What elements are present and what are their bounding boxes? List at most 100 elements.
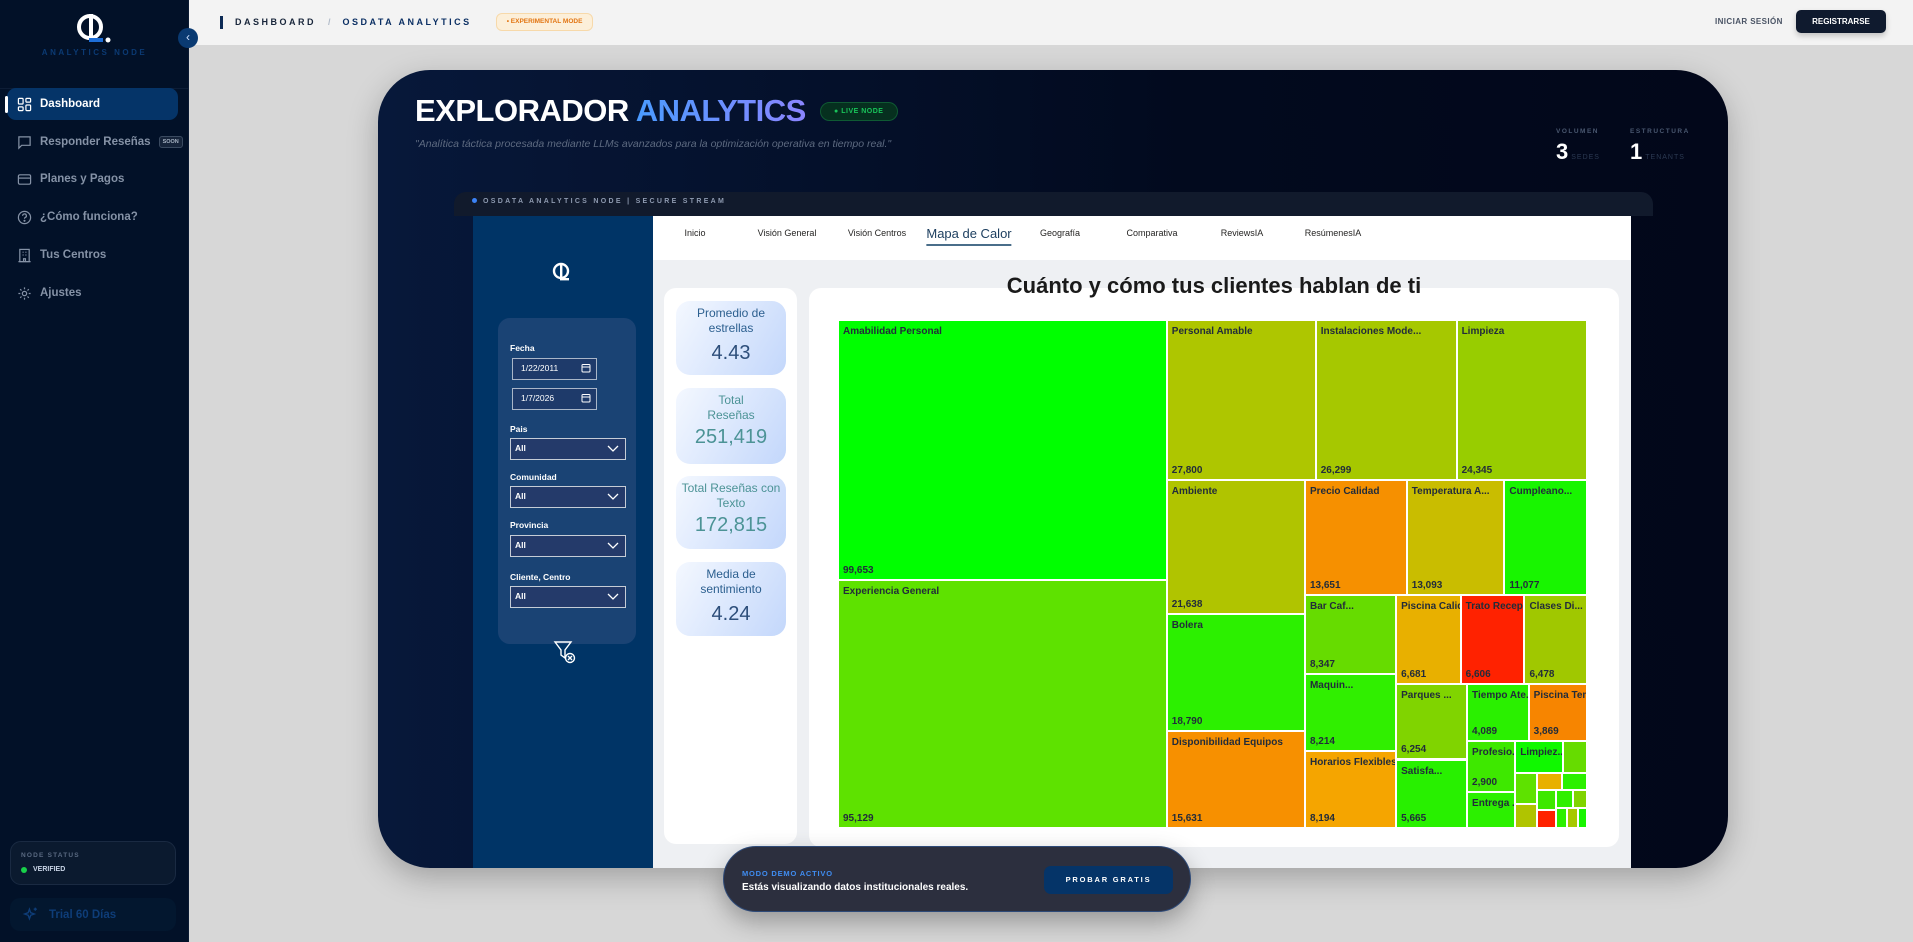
tab-reviewsia[interactable]: ReviewsIA [1220,228,1264,238]
date-from-input[interactable]: 1/22/2011 [512,358,597,380]
tile-value: 8,347 [1309,658,1335,670]
treemap-tile[interactable] [1562,773,1587,791]
clear-filters-icon[interactable] [553,640,577,664]
treemap-tile[interactable] [1515,804,1538,828]
treemap-tile[interactable] [1515,773,1538,805]
tab-visión-centros[interactable]: Visión Centros [847,228,907,238]
comunidad-select[interactable]: All [510,486,626,508]
tile-label: Cumpleano... [1509,486,1573,498]
demo-title: MODO DEMO ACTIVO [742,869,833,878]
treemap-tile[interactable]: Temperatura A... 13,093 [1406,480,1505,596]
login-link[interactable]: INICIAR SESIÓN [1715,17,1783,26]
tab-resúmenesia[interactable]: ResúmenesIA [1304,228,1362,238]
tile-label: Precio Calidad [1309,486,1380,498]
treemap-tile[interactable]: Piscina Calidad 6,681 [1396,595,1461,684]
chevron-down-icon [607,445,619,452]
breadcrumb-accent [220,15,223,29]
tile-value: 5,665 [1401,812,1427,824]
cliente-centro-select[interactable]: All [510,586,626,608]
treemap-tile[interactable] [1556,808,1568,828]
tile-value: 24,345 [1461,465,1493,477]
filters-box: Fecha 1/22/2011 1/7/2026 Pais All Comuni… [498,318,636,644]
kpi-label: Total Reseñas con Texto [681,481,781,510]
treemap-tile[interactable] [1537,773,1563,791]
treemap-tile[interactable]: Maquin... 8,214 [1304,673,1397,751]
credit-card-icon [17,173,32,185]
treemap-tile[interactable]: Amabilidad Personal 99,653 [838,320,1167,580]
tab-visión-general[interactable]: Visión General [757,228,817,238]
treemap-tile[interactable]: Personal Amable 27,800 [1166,320,1316,481]
kpi-promedio-estrellas: Promedio de estrellas 4.43 [676,301,786,375]
treemap-card: Cuánto y cómo tus clientes hablan de ti … [809,273,1619,847]
tile-value: 4,089 [1472,725,1498,737]
treemap-tile[interactable]: Bar Caf... 8,347 [1304,595,1397,674]
treemap-tile[interactable] [1578,808,1587,828]
tile-label: Limpieza [1461,326,1505,337]
treemap-tile[interactable]: Experiencia General 95,129 [838,579,1167,828]
treemap-tile[interactable]: Entrega ... [1467,792,1516,828]
tile-label: Instalaciones Mode... [1320,326,1422,337]
treemap-tile[interactable]: Cumpleano... 11,077 [1504,480,1587,596]
sidebar-item-ajustes[interactable]: Ajustes [7,277,178,309]
node-status-card: NODE STATUS VERIFIED [10,841,176,885]
title-row: EXPLORADOR ANALYTICS ● LIVE NODE [415,93,898,129]
treemap-tile[interactable] [1537,790,1557,811]
stream-label: OSDATA ANALYTICS NODE | SECURE STREAM [483,198,727,205]
date-to-input[interactable]: 1/7/2026 [512,388,597,410]
sidebar-item-dashboard[interactable]: Dashboard [5,88,178,120]
tab-mapa-de-calor[interactable]: Mapa de Calor [926,226,1012,246]
treemap-tile[interactable] [1537,810,1557,828]
gear-icon [18,286,31,300]
tab-comparativa[interactable]: Comparativa [1126,228,1178,238]
tile-label: Piscina Calidad [1401,601,1460,613]
treemap-tile[interactable]: Limpiez... [1515,740,1564,774]
tile-value: 6,254 [1401,744,1427,756]
calendar-icon [581,364,591,373]
sidebar-item-responder-resenas[interactable]: Responder Reseñas SOON [7,126,183,158]
treemap-tile[interactable]: Trato Recepcion 6,606 [1460,595,1525,684]
tile-value: 11,077 [1509,580,1540,592]
treemap-tile[interactable]: Satisfa... 5,665 [1396,759,1468,828]
treemap-tile[interactable]: Bolera 18,790 [1166,614,1305,731]
tab-geografía[interactable]: Geografía [1039,228,1081,238]
provincia-select[interactable]: All [510,535,626,557]
treemap-tile[interactable]: Piscina Tem... 3,869 [1528,683,1587,741]
chevron-down-icon [607,493,619,500]
treemap-tile[interactable]: Profesio... 2,900 [1467,740,1516,793]
breadcrumb-dashboard[interactable]: DASHBOARD [235,17,316,27]
register-button[interactable]: REGISTRARSE [1796,10,1886,33]
treemap-tile[interactable]: Tiempo Ate... 4,089 [1467,683,1529,741]
treemap-tile[interactable]: Clases Di... 6,478 [1524,595,1587,684]
embedded-report: Fecha 1/22/2011 1/7/2026 Pais All Comuni… [473,216,1631,868]
treemap-tile[interactable]: Precio Calidad 13,651 [1304,480,1407,596]
treemap-tile[interactable]: Horarios Flexibles 8,194 [1304,750,1397,828]
treemap-tile[interactable] [1572,790,1587,809]
treemap-tile[interactable]: Limpieza 24,345 [1456,320,1587,481]
sidebar-item-tus-centros[interactable]: Tus Centros [7,239,178,271]
kpi-label: Promedio de estrellas [696,306,766,335]
treemap-tile[interactable] [1567,808,1579,828]
treemap-tile[interactable] [1556,790,1573,809]
tab-inicio[interactable]: Inicio [684,228,706,238]
kpi-value: 4.43 [711,342,751,364]
sidebar-item-como-funciona[interactable]: ¿Cómo funciona? [7,201,178,233]
top-bar: DASHBOARD / OSDATA ANALYTICS • EXPERIMEN… [189,0,1913,45]
kpi-value: 4.24 [711,603,751,625]
treemap-tile[interactable] [1563,740,1587,774]
pais-select[interactable]: All [510,438,626,460]
stat-label: VOLUMEN [1556,128,1599,135]
sidebar-item-planes-pagos[interactable]: Planes y Pagos [7,163,178,195]
tile-value: 6,681 [1401,668,1427,680]
treemap-tile[interactable]: Instalaciones Mode... 26,299 [1315,320,1457,481]
try-free-button[interactable]: PROBAR GRATIS [1044,866,1173,894]
logo-icon [77,14,111,43]
trial-button[interactable]: Trial 60 Días [10,898,176,931]
treemap-tile[interactable]: Disponibilidad Equipos 15,631 [1166,730,1305,828]
sidebar-item-label: Dashboard [40,98,101,110]
treemap-tile[interactable]: Ambiente 21,638 [1166,480,1305,615]
collapse-sidebar-button[interactable]: ‹ [178,28,198,48]
status-dot-icon [21,866,27,873]
chevron-down-icon [607,542,619,549]
treemap-tile[interactable]: Parques ... 6,254 [1396,683,1468,760]
tile-value: 21,638 [1171,599,1203,611]
